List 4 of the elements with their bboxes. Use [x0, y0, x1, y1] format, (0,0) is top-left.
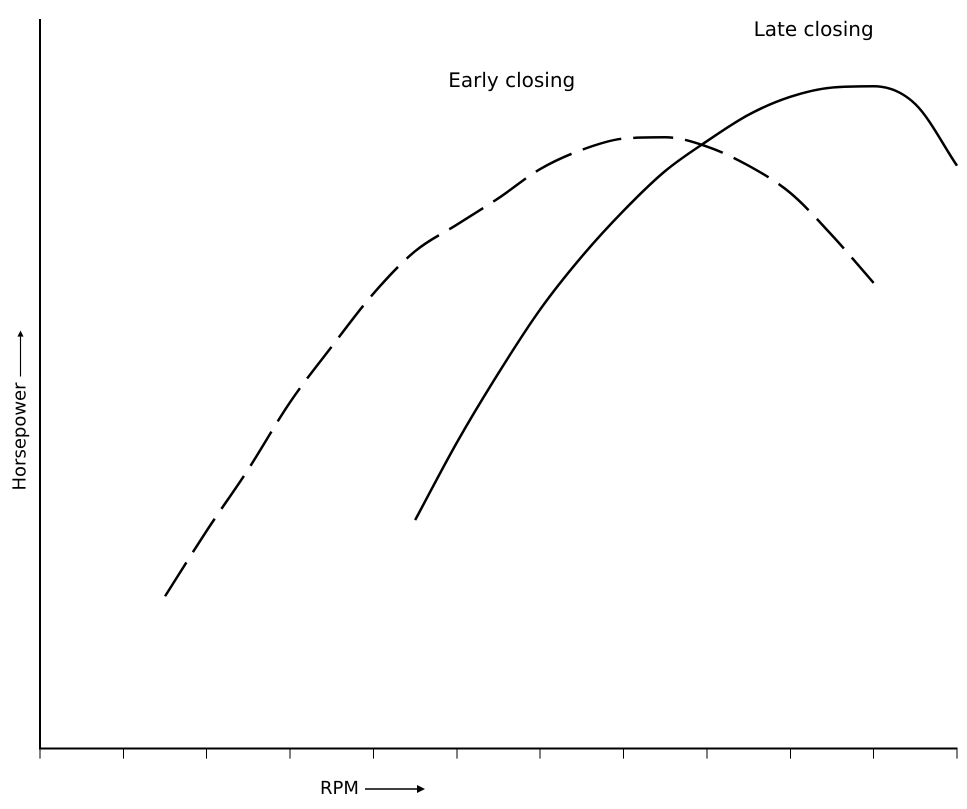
text: Late closing — [754, 17, 874, 42]
text: Early closing — [448, 68, 576, 92]
y-axis-title: Horsepower — [10, 382, 30, 490]
x-axis-title: RPM — [320, 778, 359, 799]
